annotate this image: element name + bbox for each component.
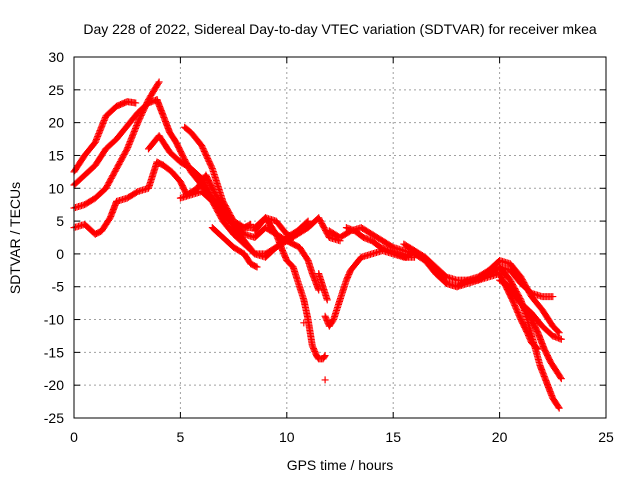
point-marker [155, 78, 163, 86]
point-marker [252, 262, 260, 270]
x-tick-label: 0 [70, 429, 78, 445]
data-points [70, 78, 565, 412]
point-marker [288, 233, 296, 241]
point-marker [321, 352, 329, 360]
y-tick-label: 25 [48, 82, 64, 98]
point-marker [555, 404, 563, 412]
series-outlier-2 [300, 319, 308, 327]
y-tick-label: -15 [44, 344, 64, 360]
point-marker [556, 373, 564, 381]
y-axis-label: SDTVAR / TECUs [7, 182, 23, 294]
x-tick-label: 20 [492, 429, 508, 445]
point-marker [300, 319, 308, 327]
x-tick-label: 10 [279, 429, 295, 445]
series-track-5 [153, 96, 255, 232]
point-marker [303, 218, 311, 226]
series-track-13 [315, 270, 331, 304]
series-track-11 [251, 214, 329, 363]
x-tick-label: 5 [177, 429, 185, 445]
point-marker [554, 403, 562, 411]
point-marker [323, 296, 331, 304]
series-track-10 [208, 224, 261, 271]
y-tick-label: -25 [44, 410, 64, 426]
series-track-4 [70, 158, 167, 238]
x-tick-label: 25 [598, 429, 614, 445]
y-tick-label: -5 [52, 279, 65, 295]
plot-area-frame [73, 56, 607, 419]
y-tick-label: -20 [44, 377, 64, 393]
point-marker [320, 353, 328, 361]
point-marker [557, 335, 565, 343]
series-track-12 [283, 237, 323, 294]
point-marker [253, 263, 261, 271]
point-marker [555, 329, 563, 337]
point-marker [321, 376, 329, 384]
grid-lines [74, 57, 606, 418]
y-tick-label: 30 [48, 49, 64, 65]
series-track-21 [506, 286, 565, 343]
series-track-1 [70, 98, 140, 176]
y-tick-label: 10 [48, 180, 64, 196]
series-outlier-1 [321, 376, 329, 384]
point-marker [557, 375, 565, 383]
y-tick-label: 5 [56, 213, 64, 229]
point-marker [132, 99, 140, 107]
point-marker [304, 217, 312, 225]
axis-ticks: 0 5 10 15 20 25 -25 -20 -15 -10 -5 0 5 10 15 20 25 30 [44, 49, 614, 445]
chart-title: Day 228 of 2022, Sidereal Day-to-day VTE… [83, 21, 596, 37]
y-tick-label: 20 [48, 115, 64, 131]
point-marker [289, 234, 297, 241]
point-marker [554, 328, 562, 336]
y-tick-label: 15 [48, 147, 64, 163]
y-tick-label: -10 [44, 312, 64, 328]
point-marker [154, 79, 162, 87]
series-track-3 [70, 78, 163, 212]
point-marker [549, 293, 557, 301]
x-axis-label: GPS time / hours [287, 457, 394, 473]
x-tick-label: 15 [385, 429, 401, 445]
y-tick-label: 0 [56, 246, 64, 262]
